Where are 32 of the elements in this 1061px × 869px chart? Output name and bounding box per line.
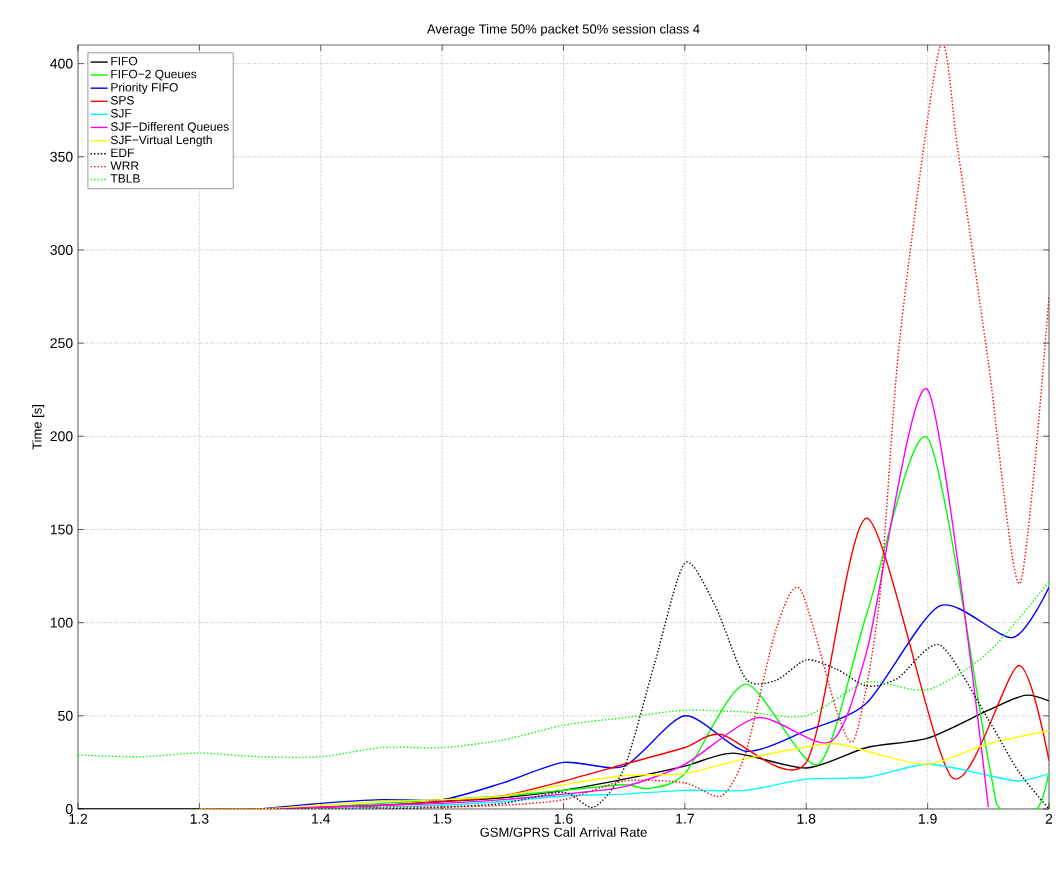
legend-label: FIFO <box>111 56 138 66</box>
x-tick-label: 1.2 <box>69 813 88 824</box>
legend-label: FIFO−2 Queues <box>111 69 197 81</box>
y-axis-title: Time [s] <box>32 405 45 450</box>
x-axis-title: GSM/GPRS Call Arrival Rate <box>480 827 647 837</box>
y-tick-label: 0 <box>65 804 73 814</box>
y-tick-label: 150 <box>50 524 73 535</box>
legend-label: SJF <box>110 109 132 118</box>
legend-label: TBLB <box>110 174 140 183</box>
legend-label: SJF−Virtual Length <box>110 135 212 147</box>
y-tick-label: 350 <box>50 151 73 162</box>
x-tick-label: 1.3 <box>190 813 209 824</box>
y-tick-label: 250 <box>50 338 73 349</box>
legend-label: SPS <box>110 96 134 105</box>
x-tick-label: 1.9 <box>918 813 937 824</box>
y-tick-label: 300 <box>50 245 73 255</box>
x-tick-label: 1.7 <box>676 813 694 824</box>
x-tick-label: 1.5 <box>433 813 452 824</box>
y-tick-label: 50 <box>58 710 73 721</box>
chart-title: Average Time 50% packet 50% session class 4 <box>426 24 700 37</box>
legend-label: SJF−Different Queues <box>110 122 229 134</box>
y-tick-label: 100 <box>50 617 73 628</box>
y-tick-label: 400 <box>50 58 73 69</box>
x-tick-label: 1.4 <box>312 813 331 824</box>
x-tick-label: 1.6 <box>554 813 573 824</box>
legend-label: WRR <box>110 161 139 170</box>
x-tick-label: 1.8 <box>797 813 816 824</box>
x-tick-label: 2 <box>1045 813 1053 824</box>
legend-label: EDF <box>111 148 134 157</box>
y-tick-label: 200 <box>50 431 73 442</box>
line-series <box>198 730 1049 809</box>
legend-label: Priority FIFO <box>111 82 178 94</box>
